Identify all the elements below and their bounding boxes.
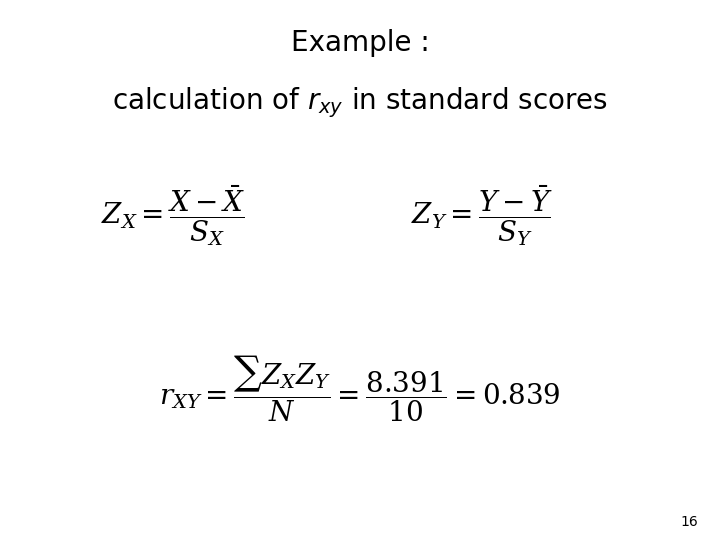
Text: Example :: Example : bbox=[291, 29, 429, 57]
Text: 16: 16 bbox=[680, 515, 698, 529]
Text: $r_{XY} = \dfrac{\sum Z_X Z_Y}{N} = \dfrac{8.391}{10} = 0.839$: $r_{XY} = \dfrac{\sum Z_X Z_Y}{N} = \dfr… bbox=[159, 354, 561, 424]
Text: $Z_Y = \dfrac{Y - \bar{Y}}{S_Y}$: $Z_Y = \dfrac{Y - \bar{Y}}{S_Y}$ bbox=[411, 184, 554, 248]
Text: calculation of $r_{xy}$ in standard scores: calculation of $r_{xy}$ in standard scor… bbox=[112, 85, 608, 120]
Text: $Z_X = \dfrac{X - \bar{X}}{S_X}$: $Z_X = \dfrac{X - \bar{X}}{S_X}$ bbox=[101, 184, 245, 248]
